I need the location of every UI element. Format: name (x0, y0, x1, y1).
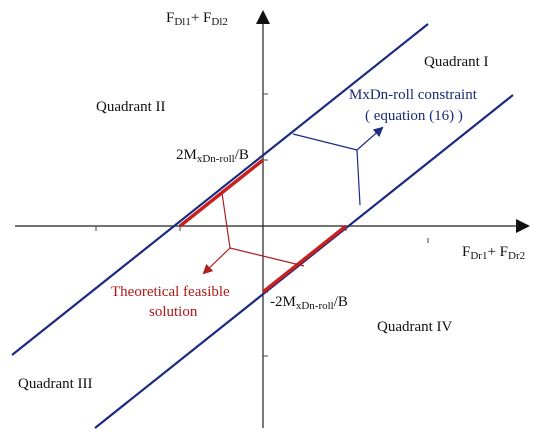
lower-intercept-label: -2MxDn-roll/B (270, 294, 348, 312)
constraint-leader-lines (292, 126, 384, 206)
quadrant-i-label: Quadrant I (424, 54, 489, 70)
upper-boundary-line (11, 23, 429, 356)
feasible-segment-upper (178, 158, 265, 228)
quadrant-iv-label: Quadrant IV (377, 319, 453, 335)
feasible-segment-lower (261, 224, 348, 294)
constraint-label: MxDn-roll constraint (349, 87, 478, 103)
y-axis-ticks (263, 93, 268, 357)
feasible-leader-lines (202, 192, 305, 275)
feasible-solution-label: Theoretical feasible (111, 284, 230, 300)
x-axis-label: FDr1+ FDr2 (462, 244, 525, 262)
quadrant-ii-label: Quadrant II (96, 99, 166, 115)
quadrant-iii-label: Quadrant III (18, 376, 93, 392)
feasible-solution-label-line2: solution (149, 304, 198, 320)
constraint-equation-label: ( equation (16) ) (365, 108, 463, 124)
x-axis-ticks (95, 226, 429, 243)
upper-intercept-label: 2MxDn-roll/B (176, 147, 249, 165)
y-axis-label: FDl1+ FDl2 (166, 10, 228, 28)
